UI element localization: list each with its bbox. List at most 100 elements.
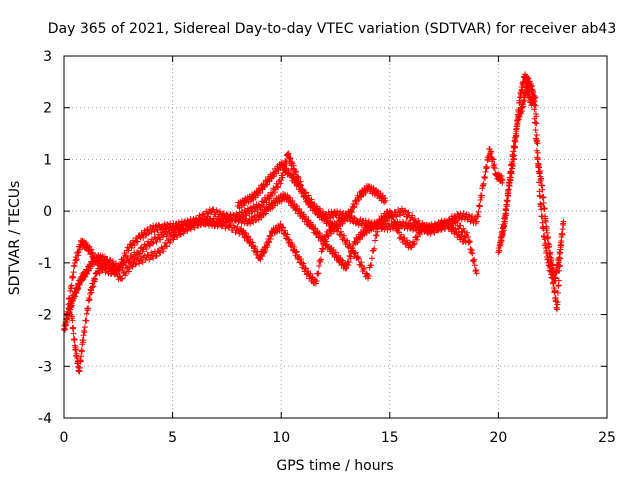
data-point — [167, 231, 174, 238]
data-point — [544, 229, 551, 236]
data-point — [112, 260, 119, 267]
data-point — [150, 255, 157, 262]
data-point — [503, 210, 510, 217]
data-point — [405, 221, 412, 228]
data-point — [324, 232, 331, 239]
data-point — [289, 197, 296, 204]
data-point — [368, 262, 375, 269]
data-point — [434, 226, 441, 233]
data-point — [240, 202, 247, 209]
data-point — [220, 210, 227, 217]
data-point — [268, 233, 275, 240]
data-point — [167, 237, 174, 244]
data-point — [457, 222, 464, 229]
data-point — [313, 277, 320, 284]
data-point — [86, 296, 93, 303]
axis-ticks: 0 5 10 15 20 25 -4 -3 -2 -1 0 1 2 3 — [38, 49, 616, 446]
data-point — [315, 270, 322, 277]
chart-title: Day 365 of 2021, Sidereal Day-to-day VTE… — [48, 21, 617, 37]
data-point — [534, 149, 541, 156]
data-point — [125, 247, 132, 254]
data-point — [74, 354, 81, 361]
data-point — [395, 206, 402, 213]
data-point — [301, 190, 308, 197]
data-point — [379, 217, 386, 224]
data-point — [78, 348, 85, 355]
data-point — [402, 208, 409, 215]
data-point — [539, 219, 546, 226]
data-point — [462, 239, 469, 246]
data-point — [292, 169, 299, 176]
data-point — [263, 181, 270, 188]
data-point — [107, 260, 114, 267]
data-point — [381, 199, 388, 206]
data-point — [74, 285, 81, 292]
data-point — [247, 220, 254, 227]
data-point — [217, 208, 224, 215]
data-point — [140, 234, 147, 241]
data-point — [212, 221, 219, 228]
data-point — [259, 253, 266, 260]
data-point — [476, 203, 483, 210]
data-point — [71, 336, 78, 343]
data-point — [373, 232, 380, 239]
data-point — [177, 231, 184, 238]
data-point — [296, 205, 303, 212]
data-point — [177, 228, 184, 235]
data-point — [461, 228, 468, 235]
data-point — [125, 268, 132, 275]
data-point — [389, 213, 396, 220]
data-point — [271, 189, 278, 196]
data-point — [424, 221, 431, 228]
data-point — [316, 262, 323, 269]
y-tick-label: 1 — [43, 152, 52, 168]
data-point — [535, 168, 542, 175]
data-point — [330, 214, 337, 221]
data-point — [93, 254, 100, 261]
data-point — [504, 198, 511, 205]
data-point — [455, 229, 462, 236]
x-tick-label: 5 — [168, 430, 177, 446]
data-point — [500, 223, 507, 230]
data-point — [478, 192, 485, 199]
data-point — [467, 246, 474, 253]
data-point — [317, 258, 324, 265]
data-point — [274, 183, 281, 190]
data-point — [398, 231, 405, 238]
data-point — [281, 227, 288, 234]
y-tick-label: -4 — [38, 411, 52, 427]
data-point — [471, 256, 478, 263]
data-point — [286, 194, 293, 201]
data-point — [498, 237, 505, 244]
data-point — [137, 245, 144, 252]
data-point — [288, 199, 295, 206]
x-tick-label: 10 — [272, 430, 290, 446]
data-point — [248, 208, 255, 215]
data-point — [397, 212, 404, 219]
data-point — [320, 241, 327, 248]
data-point — [157, 236, 164, 243]
plot-frame — [63, 55, 608, 419]
data-point — [95, 268, 102, 275]
data-point — [546, 243, 553, 250]
data-point — [540, 193, 547, 200]
data-point — [345, 258, 352, 265]
data-point — [368, 255, 375, 262]
data-point — [556, 254, 563, 261]
data-point — [158, 244, 165, 251]
data-point — [351, 250, 358, 257]
data-point — [511, 152, 518, 159]
data-point — [92, 276, 99, 283]
data-point — [210, 206, 217, 213]
data-point — [68, 304, 75, 311]
data-point — [411, 240, 418, 247]
data-point — [227, 211, 234, 218]
data-point — [536, 179, 543, 186]
data-point — [355, 196, 362, 203]
data-point — [160, 248, 167, 255]
data-point — [361, 264, 368, 271]
data-point — [119, 265, 126, 272]
data-point — [266, 238, 273, 245]
data-point — [297, 182, 304, 189]
